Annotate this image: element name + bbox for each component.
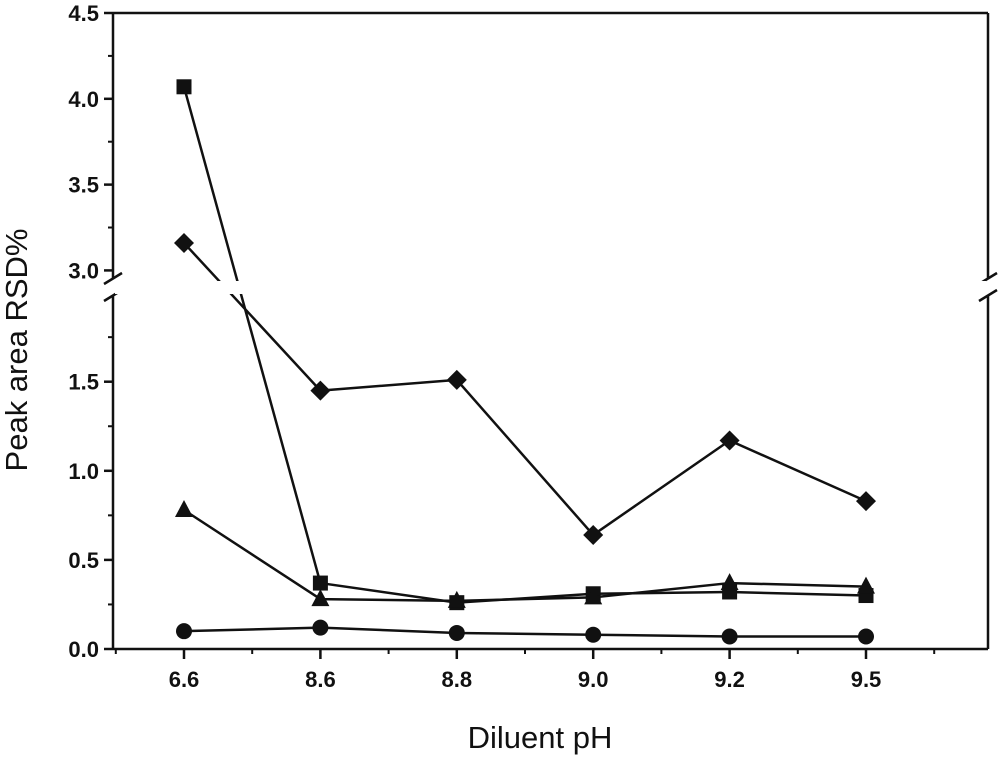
data-point-circle xyxy=(312,619,329,636)
axis-break-mark-right-lower xyxy=(978,288,998,303)
series-layer xyxy=(115,79,986,645)
x-tick-label: 9.2 xyxy=(714,667,745,692)
x-tick-label: 9.0 xyxy=(578,667,609,692)
series-circle xyxy=(176,619,874,645)
data-point-diamond xyxy=(446,369,467,390)
chart-axes: 0.0 0.5 1.0 1.5 3.0 3.5 4.0 4.5 6.6 8.6 8.8 9.0 9.2 9… xyxy=(68,1,998,692)
data-point-diamond xyxy=(310,380,331,401)
data-point-diamond xyxy=(583,524,604,545)
data-point-triangle xyxy=(720,573,739,591)
y-tick-label: 0.5 xyxy=(68,548,99,573)
y-tick-label: 4.5 xyxy=(68,1,99,26)
x-tick-label: 6.6 xyxy=(169,667,200,692)
y-tick-label: 3.5 xyxy=(68,173,99,198)
y-tick-label: 4.0 xyxy=(68,87,99,112)
y-tick-label: 0.0 xyxy=(68,637,99,662)
data-point-diamond xyxy=(719,430,740,451)
data-point-circle xyxy=(585,626,602,643)
series-line-triangle xyxy=(183,508,867,603)
data-point-diamond xyxy=(174,232,194,253)
series-line-square xyxy=(182,86,867,604)
x-tick-label: 8.6 xyxy=(305,667,336,692)
axis-break-mark-left-upper xyxy=(103,271,123,286)
series-triangle xyxy=(175,500,875,608)
x-tick-label: 9.5 xyxy=(851,667,882,692)
y-tick-label: 3.0 xyxy=(68,258,99,283)
x-tick-label: 8.8 xyxy=(442,667,473,692)
data-point-circle xyxy=(176,623,192,640)
data-point-circle xyxy=(858,628,874,645)
data-point-triangle xyxy=(447,590,466,608)
data-point-circle xyxy=(721,628,738,645)
x-axis-title: Diluent pH xyxy=(468,720,613,755)
series-diamond xyxy=(174,232,876,545)
data-point-square xyxy=(176,79,192,95)
data-point-triangle xyxy=(584,587,603,605)
data-point-square xyxy=(312,575,328,591)
data-point-diamond xyxy=(856,491,876,512)
series-line-circle xyxy=(183,626,866,638)
series-line-diamond xyxy=(183,242,867,537)
labels-layer: Diluent pH Peak area RSD% xyxy=(0,229,612,755)
data-point-triangle xyxy=(311,589,330,607)
data-point-triangle xyxy=(857,576,875,594)
y-tick-label: 1.5 xyxy=(68,370,99,395)
data-point-circle xyxy=(448,624,465,641)
y-tick-label: 1.0 xyxy=(68,459,99,484)
series-square xyxy=(176,79,874,611)
axis-break-gap xyxy=(115,281,986,294)
y-axis-title: Peak area RSD% xyxy=(0,229,34,472)
data-point-triangle xyxy=(175,500,193,518)
